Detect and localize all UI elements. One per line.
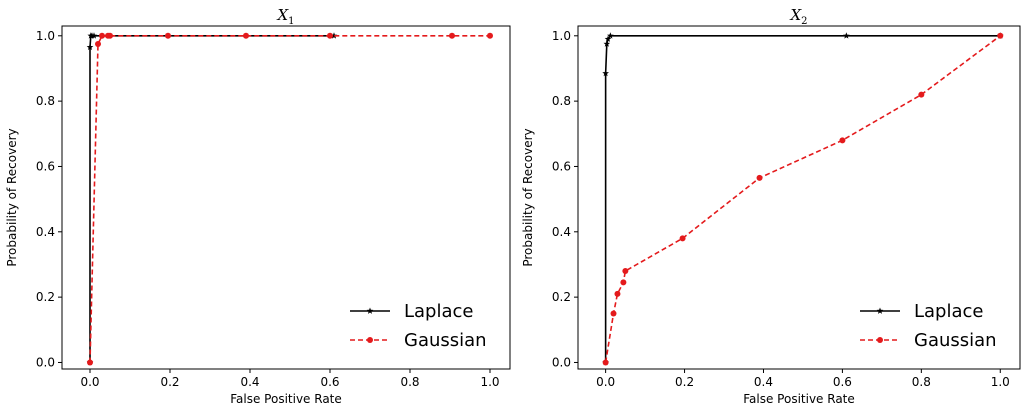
x-tick-label: 0.2 [160, 375, 179, 389]
y-tick-label: 0.8 [36, 94, 55, 108]
x-tick-label: 0.4 [754, 375, 773, 389]
data-point [620, 279, 627, 286]
series-line-gaussian [89, 34, 490, 363]
data-point [602, 359, 609, 366]
chart-title-subscript: 2 [801, 16, 807, 27]
data-point [602, 69, 609, 77]
x-tick-label: 0.0 [80, 375, 99, 389]
data-point [330, 32, 338, 39]
data-point [843, 32, 850, 39]
y-tick-label: 0.8 [552, 94, 571, 108]
x-axis-label: False Positive Rate [230, 392, 342, 406]
x-tick-label: 0.6 [833, 375, 852, 389]
legend: Laplace Gaussian [860, 301, 997, 351]
y-tick-label: 0.4 [36, 225, 55, 239]
data-point [95, 40, 101, 47]
data-point [165, 32, 171, 39]
legend: Laplace Gaussian [350, 301, 487, 351]
x-tick-label: 0.4 [240, 375, 259, 389]
x-tick-label: 0.8 [400, 375, 419, 389]
chart-panel-x2: 0.0 0.2 0.4 0.6 0.8 1.0 0.0 0.2 0.4 0.6 0.8 1.0 Fals… [521, 6, 1021, 406]
legend-label-laplace: Laplace [404, 301, 474, 322]
x-tick-label: 0.0 [596, 375, 615, 389]
y-tick-label: 0.2 [552, 290, 571, 304]
data-point [839, 137, 846, 144]
data-point [87, 359, 93, 366]
data-point [99, 32, 105, 39]
legend-marker [366, 307, 374, 314]
chart-title: X2 [789, 6, 807, 27]
data-point [622, 268, 629, 274]
legend-label-gaussian: Gaussian [404, 330, 487, 351]
data-point [997, 32, 1004, 39]
legend-label-gaussian: Gaussian [914, 330, 997, 351]
data-point [614, 290, 621, 297]
plot-frame [577, 25, 1021, 370]
data-point [487, 32, 493, 39]
x-tick-label: 1.0 [480, 375, 499, 389]
data-point [918, 91, 925, 98]
series-line-gaussian [604, 35, 1001, 363]
y-axis-label: Probability of Recovery [521, 128, 535, 266]
y-axis-label: Probability of Recovery [5, 128, 19, 266]
y-tick-label: 0.0 [552, 355, 571, 369]
data-point [449, 32, 455, 39]
y-tick-label: 0.4 [552, 225, 571, 239]
legend-marker [877, 337, 883, 343]
legend-marker [876, 307, 884, 314]
y-tick-label: 0.2 [36, 290, 55, 304]
x-axis-label: False Positive Rate [743, 392, 855, 406]
data-point [86, 43, 94, 51]
y-tick-label: 1.0 [552, 29, 571, 43]
y-tick-label: 0.6 [552, 159, 571, 173]
legend-label-laplace: Laplace [914, 301, 984, 322]
data-point [604, 35, 612, 42]
data-point [610, 310, 617, 317]
chart-title-main: X [789, 6, 802, 24]
x-tick-label: 0.6 [320, 375, 339, 389]
chart-panel-x1: 0.0 0.2 0.4 0.6 0.8 1.0 0.0 0.2 0.4 0.6 0.8 1.0 Fals… [5, 6, 511, 406]
data-point [679, 235, 686, 242]
data-point [756, 174, 763, 181]
series-gaussian [87, 32, 493, 366]
chart-title: X1 [276, 6, 294, 27]
chart-title-subscript: 1 [288, 16, 294, 27]
data-point [90, 32, 98, 39]
x-tick-label: 0.2 [675, 375, 694, 389]
y-tick-label: 0.6 [36, 159, 55, 173]
data-point [243, 32, 249, 39]
y-tick-label: 1.0 [36, 29, 55, 43]
data-point [107, 32, 113, 39]
data-point [603, 40, 611, 47]
legend-marker [367, 337, 373, 343]
data-point [327, 32, 333, 39]
series-gaussian [602, 32, 1004, 366]
plot-frame [61, 25, 511, 370]
data-point [607, 32, 614, 39]
x-tick-label: 1.0 [991, 375, 1010, 389]
x-tick-label: 0.8 [912, 375, 931, 389]
y-tick-label: 0.0 [36, 355, 55, 369]
chart-title-main: X [276, 6, 289, 24]
